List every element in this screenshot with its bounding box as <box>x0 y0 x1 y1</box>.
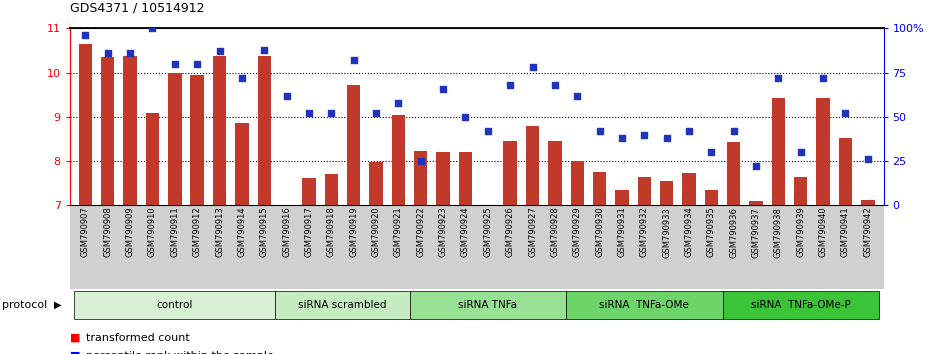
Bar <box>525 126 539 205</box>
Bar <box>750 201 763 205</box>
Point <box>435 86 450 91</box>
Bar <box>817 98 830 205</box>
Bar <box>592 172 606 205</box>
Point <box>167 61 182 67</box>
Bar <box>124 56 137 205</box>
Point <box>793 149 808 155</box>
Text: siRNA scrambled: siRNA scrambled <box>299 300 387 310</box>
Bar <box>705 190 718 205</box>
Bar <box>168 74 181 205</box>
Point <box>726 128 741 134</box>
Text: ■: ■ <box>70 351 80 354</box>
Point <box>637 132 652 137</box>
Point <box>816 75 830 81</box>
Point <box>704 149 719 155</box>
Bar <box>660 181 673 205</box>
Bar <box>861 200 874 205</box>
Point <box>481 128 496 134</box>
Point <box>100 50 115 56</box>
Bar <box>638 177 651 205</box>
Bar <box>794 177 807 205</box>
Bar <box>213 56 226 205</box>
Point <box>212 48 227 54</box>
Point <box>123 50 138 56</box>
Point <box>458 114 472 120</box>
Bar <box>101 57 114 205</box>
Point <box>324 110 339 116</box>
Bar <box>325 175 338 205</box>
Bar <box>839 138 852 205</box>
Text: protocol: protocol <box>2 300 47 310</box>
Point <box>548 82 563 88</box>
Point <box>838 110 853 116</box>
Bar <box>146 113 159 205</box>
Point <box>391 100 405 105</box>
Bar <box>548 141 562 205</box>
Bar <box>683 173 696 205</box>
Text: siRNA  TNFa-OMe: siRNA TNFa-OMe <box>600 300 689 310</box>
Bar <box>616 190 629 205</box>
Point <box>749 164 764 169</box>
Bar <box>570 161 584 205</box>
Bar <box>79 44 92 205</box>
Text: siRNA TNFa: siRNA TNFa <box>458 300 517 310</box>
Text: siRNA  TNFa-OMe-P: siRNA TNFa-OMe-P <box>751 300 851 310</box>
Bar <box>392 115 405 205</box>
Bar <box>347 85 360 205</box>
Bar <box>302 178 315 205</box>
Point <box>592 128 607 134</box>
Point <box>413 158 428 164</box>
Text: ■: ■ <box>70 333 80 343</box>
Point <box>279 93 294 98</box>
Point <box>346 57 361 63</box>
Text: transformed count: transformed count <box>86 333 191 343</box>
Point <box>78 33 93 38</box>
Bar <box>436 152 450 205</box>
Bar <box>414 151 428 205</box>
Bar <box>369 162 383 205</box>
Point <box>234 75 249 81</box>
Point <box>771 75 786 81</box>
Point <box>301 110 316 116</box>
Point <box>615 135 630 141</box>
Bar <box>503 141 517 205</box>
Bar <box>727 143 740 205</box>
Bar <box>191 75 204 205</box>
Point <box>503 82 518 88</box>
Bar <box>258 56 271 205</box>
Point <box>659 135 674 141</box>
Bar <box>458 152 472 205</box>
Point <box>525 64 540 70</box>
Text: percentile rank within the sample: percentile rank within the sample <box>86 351 274 354</box>
Text: GDS4371 / 10514912: GDS4371 / 10514912 <box>70 1 205 14</box>
Point <box>257 47 272 52</box>
Point <box>860 156 875 162</box>
Bar <box>235 124 248 205</box>
Text: control: control <box>156 300 193 310</box>
Point <box>682 128 697 134</box>
Point <box>190 61 205 67</box>
Point <box>570 93 585 98</box>
Point <box>368 110 383 116</box>
Point <box>145 25 160 31</box>
Bar <box>772 98 785 205</box>
Text: ▶: ▶ <box>54 300 61 310</box>
